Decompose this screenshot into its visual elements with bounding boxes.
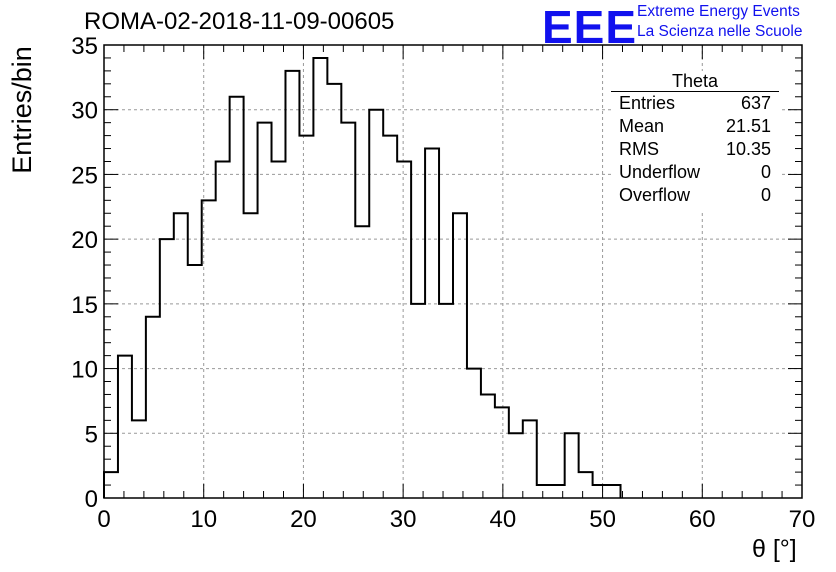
histogram-outline (103, 56, 622, 498)
y-tick-label: 20 (71, 227, 98, 254)
x-tick-label: 60 (689, 506, 716, 533)
x-tick-label: 50 (589, 506, 616, 533)
stats-row-entries: Entries 637 (611, 92, 779, 115)
plot-frame (103, 44, 803, 499)
y-tick-label: 10 (71, 357, 98, 384)
eee-logo: EEE (542, 1, 638, 53)
x-tick-label: 0 (97, 506, 110, 533)
stats-row-underflow: Underflow 0 (611, 161, 779, 184)
y-tick-label: 5 (85, 421, 98, 448)
x-tick-label: 20 (290, 506, 317, 533)
stats-value: 0 (760, 185, 771, 205)
stats-title: Theta (611, 71, 779, 92)
logo-line-1: Extreme Energy Events (637, 3, 800, 20)
stats-label: Overflow (619, 185, 691, 205)
stats-row-mean: Mean 21.51 (611, 115, 779, 138)
stats-value: 637 (740, 93, 771, 113)
y-axis-label: Entries/bin (7, 46, 37, 174)
stats-value: 10.35 (725, 139, 771, 159)
x-tick-label: 40 (490, 506, 517, 533)
x-tick-label: 70 (789, 506, 816, 533)
stats-box-background (611, 71, 779, 211)
stats-label: Underflow (619, 162, 701, 182)
stats-label: Mean (619, 116, 665, 136)
y-tick-label: 30 (71, 98, 98, 125)
stats-row-rms: RMS 10.35 (611, 138, 779, 161)
logo-line-2: La Scienza nelle Scuole (637, 23, 803, 40)
stats-value: 21.51 (725, 116, 771, 136)
y-tick-label: 35 (71, 33, 98, 60)
x-tick-label: 30 (390, 506, 417, 533)
stats-value: 0 (760, 162, 771, 182)
x-tick-label: 10 (190, 506, 217, 533)
stats-row-overflow: Overflow 0 (611, 184, 779, 207)
stats-box: Theta Entries 637 Mean 21.51 RMS 10.35 U… (611, 71, 779, 207)
stats-label: Entries (619, 93, 676, 113)
x-axis-label: θ [°] (752, 535, 797, 563)
chart-title: ROMA-02-2018-11-09-00605 (84, 8, 395, 35)
y-tick-label: 25 (71, 162, 98, 189)
stats-label: RMS (619, 139, 659, 159)
y-tick-label: 0 (85, 486, 98, 513)
y-tick-label: 15 (71, 292, 98, 319)
